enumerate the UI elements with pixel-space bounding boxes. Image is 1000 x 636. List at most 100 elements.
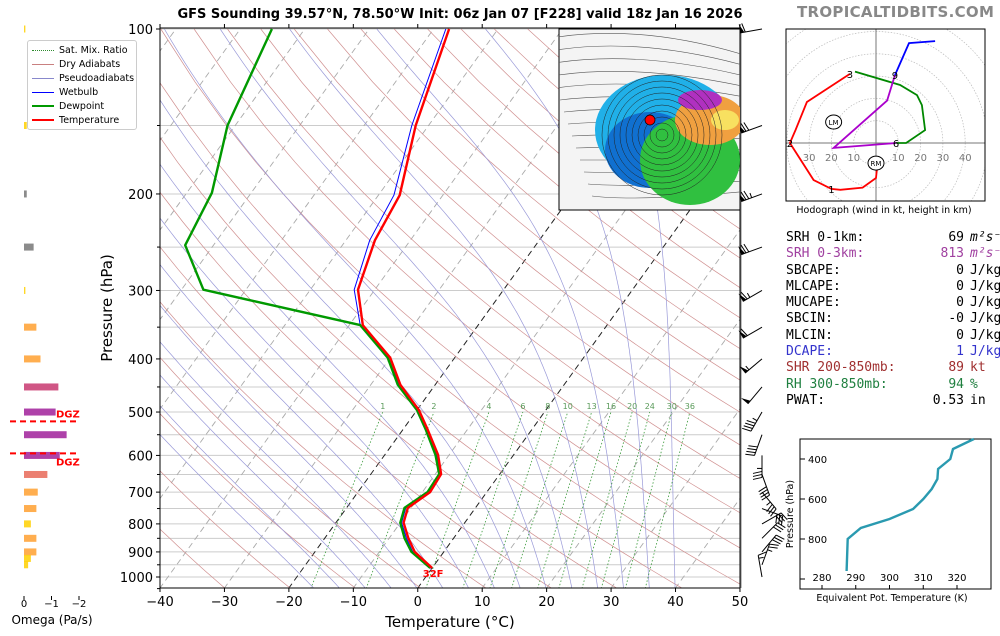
barb-staff: [761, 543, 770, 565]
wind-barb: [761, 512, 788, 525]
barb-flag: [738, 330, 747, 339]
stat-label: MLCAPE:: [786, 278, 841, 294]
barb-full: [775, 524, 784, 531]
hodo-height-label: 3: [847, 70, 853, 81]
stat-unit: J/kg: [970, 262, 1000, 278]
hodo-trace: [854, 70, 927, 144]
legend-item: Wetbulb: [28, 85, 136, 99]
stat-row: DCAPE: 1 J/kg: [786, 344, 1000, 360]
hodo-ring-label: 30: [937, 153, 950, 164]
isobar-contour: [559, 71, 740, 86]
theta-e-y-tick-label: 600: [808, 495, 827, 506]
barb-half: [749, 192, 753, 198]
stat-row: SBCIN: -0 J/kg: [786, 311, 1000, 327]
hodo-trace: [894, 40, 936, 76]
stat-label: SRH 0-1km:: [786, 230, 865, 245]
legend-swatch: [32, 63, 54, 65]
low-contour: [649, 122, 675, 148]
barb-full: [775, 513, 778, 524]
y-tick-label: 200: [128, 188, 153, 203]
dry-adiabat: [327, 28, 740, 381]
wind-barb: [761, 522, 786, 539]
stat-label: DCAPE:: [786, 344, 833, 360]
pseudoadiabat: [160, 99, 521, 588]
stat-row: RH 300-850mb: 94%: [786, 377, 1000, 393]
x-tick-label: −10: [340, 595, 367, 610]
isotherm: [160, 28, 499, 500]
wind-barb: [738, 122, 763, 134]
legend-label: Dewpoint: [59, 100, 105, 112]
mixing-ratio-line: [558, 411, 612, 588]
mixing-ratio-line: [462, 411, 524, 588]
mixing-ratio-label: 4: [486, 402, 491, 411]
hodograph-caption: Hodograph (wind in kt, height in km): [796, 205, 971, 216]
stat-row: MLCIN: 0 J/kg: [786, 328, 1000, 344]
barb-full: [752, 476, 763, 480]
chart-title: GFS Sounding 39.57°N, 78.50°W Init: 06z …: [177, 7, 743, 22]
legend-item: Dry Adiabats: [28, 57, 136, 71]
omega-axis-label: Omega (Pa/s): [11, 613, 92, 627]
wind-barb: [738, 326, 763, 339]
isotherm: [417, 139, 740, 588]
stat-unit: J/kg: [970, 327, 1000, 343]
wind-barb: [740, 386, 763, 405]
hodo-height-label: 9: [892, 71, 898, 82]
barb-staff: [761, 522, 778, 539]
theta-e-x-tick-label: 290: [846, 573, 865, 584]
stat-label: SBCIN:: [786, 311, 833, 327]
mixing-ratio-label: 20: [627, 402, 637, 411]
pseudoadiabat: [160, 341, 392, 588]
barb-flag: [740, 398, 751, 404]
x-tick-label: 0: [414, 595, 422, 610]
x-tick-label: −40: [146, 595, 173, 610]
omega-bar: [24, 554, 31, 562]
wind-barb: [761, 508, 784, 526]
barb-staff: [761, 474, 770, 496]
theta-e-line: [845, 437, 975, 572]
barb-full: [757, 551, 767, 556]
barb-full: [745, 422, 755, 427]
dry-adiabat: [193, 28, 740, 514]
legend-swatch: [32, 77, 54, 79]
barb-full: [752, 470, 763, 474]
legend-item: Temperature: [28, 113, 136, 127]
low-contour: [625, 98, 699, 172]
barb-half: [746, 292, 751, 298]
dgz-label: DGZ: [56, 457, 80, 468]
barb-full: [758, 486, 767, 493]
barb-full: [778, 514, 781, 525]
dry-adiabat: [160, 136, 683, 588]
barb-full: [768, 506, 775, 515]
barb-full: [741, 23, 746, 33]
omega-bar: [24, 505, 37, 513]
stat-label: RH 300-850mb:: [786, 376, 888, 392]
barb-staff: [757, 555, 763, 578]
hodo-ring-label: 20: [825, 153, 838, 164]
omega-bar: [24, 488, 38, 496]
wind-barb: [738, 243, 763, 256]
barb-staff: [754, 434, 763, 456]
stat-unit: m²s⁻²: [970, 230, 1000, 245]
barb-full: [766, 504, 773, 512]
barb-full: [740, 244, 747, 254]
omega-bar: [24, 25, 26, 33]
freezing-level-label: 32F: [423, 569, 444, 580]
omega-bar: [24, 383, 59, 391]
stat-row: SRH 0-1km: 69 m²s⁻²: [786, 230, 1000, 246]
x-tick-label: −20: [275, 595, 302, 610]
stat-row: MUCAPE: 0 J/kg: [786, 295, 1000, 311]
omega-bar: [24, 355, 41, 363]
omega-bar: [24, 451, 60, 459]
barb-full: [740, 191, 747, 201]
stat-value: 0: [956, 262, 964, 278]
stat-unit: J/kg: [970, 344, 1000, 360]
isotherm: [546, 318, 740, 588]
stat-unit: J/kg: [970, 295, 1000, 311]
low-contour: [637, 110, 687, 160]
legend-label: Wetbulb: [59, 86, 99, 98]
hodograph-frame: [785, 28, 986, 202]
mixing-ratio-label: 6: [520, 402, 525, 411]
stat-value: 89: [948, 360, 964, 376]
barb-half: [758, 556, 764, 559]
stat-unit: J/kg: [970, 311, 1000, 327]
